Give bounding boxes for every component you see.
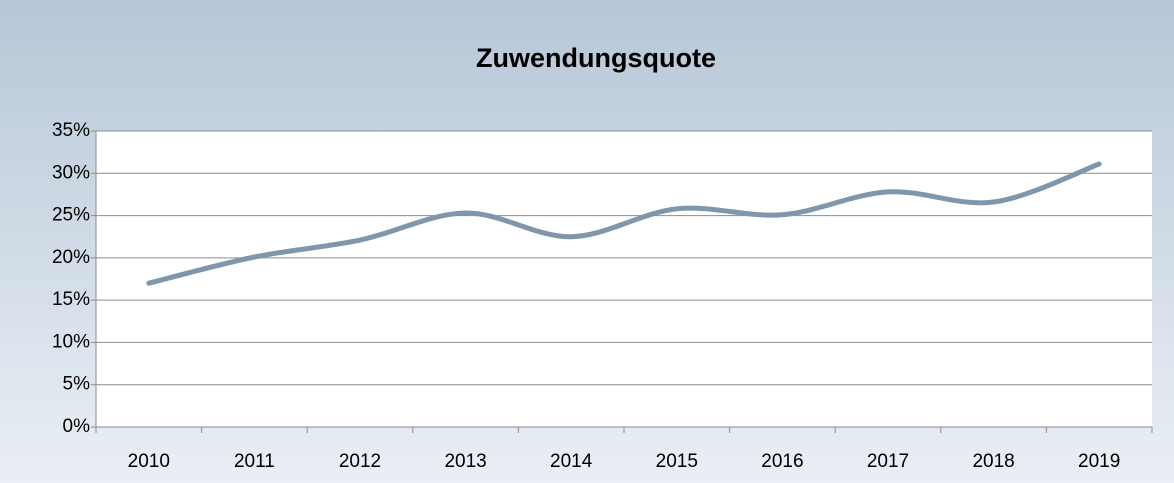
x-tick-label: 2017 [867,451,909,472]
y-tick-label: 20% [52,247,90,268]
x-tick-label: 2012 [339,451,381,472]
y-tick-label: 10% [52,331,90,352]
x-tick-label: 2011 [234,451,275,472]
chart-title: Zuwendungsquote [476,43,716,73]
x-tick-label: 2016 [761,451,803,472]
x-tick-label: 2013 [444,451,486,472]
y-tick-label: 25% [52,205,90,226]
y-tick-label: 35% [52,120,90,141]
y-tick-label: 5% [63,374,91,395]
y-tick-label: 30% [52,162,90,183]
y-tick-label: 0% [63,416,91,437]
x-tick-label: 2018 [972,451,1014,472]
x-tick-label: 2014 [550,451,593,472]
x-tick-label: 2010 [128,451,170,472]
y-tick-label: 15% [52,289,90,310]
x-tick-label: 2015 [656,451,698,472]
x-tick-label: 2019 [1078,451,1120,472]
data-line [146,161,1102,286]
plot-area [96,131,1152,427]
